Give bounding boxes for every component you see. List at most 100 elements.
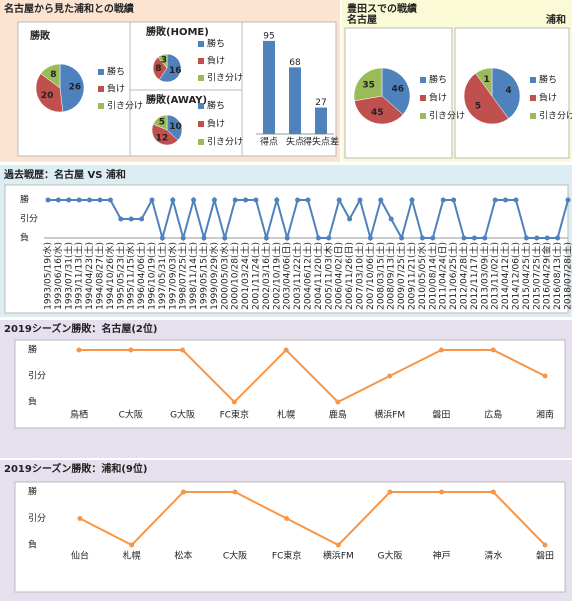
x-tick-label: 2004/11/20(土) (312, 242, 324, 310)
x-tick-label: 仙台 (71, 550, 89, 562)
legend-swatch (198, 139, 204, 145)
point (378, 197, 384, 203)
point (232, 197, 238, 203)
pie-slice (35, 73, 64, 113)
x-tick-label: 2009/11/21(土) (406, 242, 418, 310)
x-tick-label: 1995/05/23(土) (114, 242, 126, 310)
x-tick-label: 横浜FM (374, 409, 405, 421)
legend-swatch (198, 75, 204, 81)
data-label: 16 (169, 66, 182, 76)
data-label: 8 (155, 64, 161, 74)
point (471, 235, 477, 241)
x-tick-label: 2003/11/22(土) (291, 242, 303, 310)
pie-slice (59, 63, 85, 113)
data-label: 26 (69, 83, 82, 93)
point (387, 489, 393, 495)
legend-label: 負け (107, 83, 125, 95)
legend-label: 勝ち (207, 38, 225, 50)
pie-slice (158, 53, 182, 83)
line (79, 491, 546, 547)
data-label: 45 (371, 108, 384, 118)
section-title: 豊田スでの戦績 (347, 2, 417, 15)
x-tick-label: 2000/10/28(土) (229, 242, 241, 310)
section-title: 名古屋から見た浦和との戦績 (4, 2, 134, 15)
data-label: 4 (505, 86, 511, 96)
point (66, 197, 72, 203)
x-tick-label: 札幌 (277, 409, 295, 421)
point (295, 197, 301, 203)
x-tick-label: 1994/10/26(水) (104, 242, 116, 310)
x-tick-label: 2014/12/06(土) (510, 242, 522, 310)
x-tick-label: G大阪 (378, 550, 403, 562)
x-tick-label: 1996/10/19(土) (146, 242, 158, 310)
legend-label: 引き分け (207, 137, 243, 148)
x-tick-label: 2008/03/15(土) (374, 242, 386, 310)
point (283, 347, 289, 353)
x-tick-label: 2014/04/12(土) (499, 242, 511, 310)
x-tick-label: 1993/06/16(水) (52, 242, 64, 310)
x-tick-label: 2015/04/25(土) (520, 242, 532, 310)
x-tick-label: 2002/10/19(土) (270, 242, 282, 310)
chart-title: 名古屋 (347, 13, 377, 26)
legend-label: 負け (539, 92, 557, 104)
legend-swatch (530, 113, 536, 119)
legend-label: 負け (429, 92, 447, 104)
x-tick-label: 2003/04/06(日) (282, 242, 293, 310)
pie-slice (463, 72, 509, 125)
x-tick-label: 1998/11/14(土) (187, 242, 199, 310)
y-tick-label: 勝 (28, 486, 37, 498)
data-label: 5 (475, 102, 481, 112)
legend-label: 勝ち (429, 74, 447, 86)
legend-label: 引き分け (539, 111, 572, 122)
pie-slice (381, 67, 411, 115)
legend-label: 勝ち (107, 66, 125, 78)
point (97, 197, 103, 203)
legend-swatch (530, 95, 536, 101)
pie-slice (475, 67, 493, 97)
x-tick-label: 2007/03/10(土) (354, 242, 366, 310)
pie-slice (166, 114, 183, 141)
bar (315, 107, 327, 134)
x-tick-label: 1999/05/15(土) (198, 242, 210, 310)
x-tick-label: 松本 (174, 550, 192, 562)
point (159, 235, 165, 241)
point (77, 516, 83, 521)
point (284, 516, 290, 521)
legend-swatch (198, 103, 204, 109)
x-tick-label: 2011/04/24(日) (438, 242, 449, 310)
data-label: 12 (156, 133, 169, 143)
pie-slice (152, 114, 168, 131)
x-tick-label: 1994/08/27(土) (94, 242, 106, 310)
x-tick-label: 得点 (260, 136, 278, 148)
point (490, 489, 496, 495)
point (128, 216, 134, 222)
point (305, 197, 311, 203)
x-tick-label: 2012/11/17(土) (468, 242, 480, 310)
point (87, 197, 93, 203)
data-label: 68 (289, 58, 301, 68)
x-tick-label: C大阪 (223, 550, 247, 562)
legend-label: 負け (207, 55, 225, 67)
point (461, 235, 467, 241)
point (55, 197, 61, 203)
point (399, 235, 405, 241)
data-label: 95 (263, 31, 274, 41)
point (503, 197, 509, 203)
point (438, 347, 444, 353)
point (490, 347, 496, 353)
point (347, 216, 353, 222)
panel (14, 481, 566, 593)
panel (4, 184, 569, 314)
legend-swatch (198, 121, 204, 127)
chart-title: 2019シーズン勝敗：浦和(9位) (4, 462, 147, 475)
x-tick-label: 2002/03/16(土) (260, 242, 272, 310)
point (139, 216, 145, 222)
data-label: 46 (392, 84, 405, 94)
x-tick-label: 2018/07/28(土) (562, 242, 572, 310)
chart-title: 浦和 (546, 13, 566, 26)
y-tick-label: 勝 (28, 344, 37, 356)
point (523, 235, 529, 241)
chart-title: 勝敗 (30, 29, 51, 42)
x-tick-label: 広島 (484, 409, 502, 421)
x-tick-label: 1995/11/15(水) (125, 242, 137, 310)
